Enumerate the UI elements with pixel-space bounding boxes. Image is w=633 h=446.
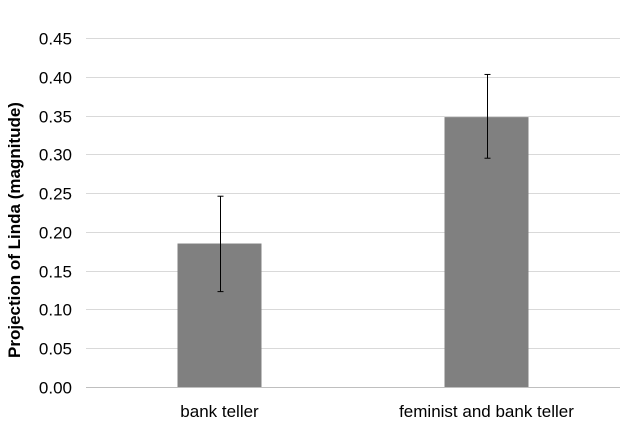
y-tick-label: 0.25 [39,185,72,204]
bar [177,243,262,387]
y-tick-label: 0.35 [39,108,72,127]
y-tick-labels: 0.00 0.05 0.10 0.15 0.20 0.25 0.30 0.35 0.40 0.45 [39,30,72,398]
y-tick-label: 0.45 [39,30,72,49]
x-category-labels: bank teller feminist and bank teller [180,402,574,421]
x-category-label: feminist and bank teller [399,402,574,421]
x-category-label: bank teller [180,402,259,421]
bars [177,117,529,388]
y-tick-label: 0.30 [39,146,72,165]
gridlines [86,38,620,349]
y-tick-label: 0.05 [39,340,72,359]
y-tick-label: 0.40 [39,69,72,88]
y-tick-label: 0.00 [39,379,72,398]
y-tick-label: 0.15 [39,263,72,282]
y-tick-label: 0.10 [39,301,72,320]
bar [444,117,529,388]
y-axis-title: Projection of Linda (magnitude) [5,102,24,358]
y-tick-label: 0.20 [39,224,72,243]
error-bars [217,73,491,293]
